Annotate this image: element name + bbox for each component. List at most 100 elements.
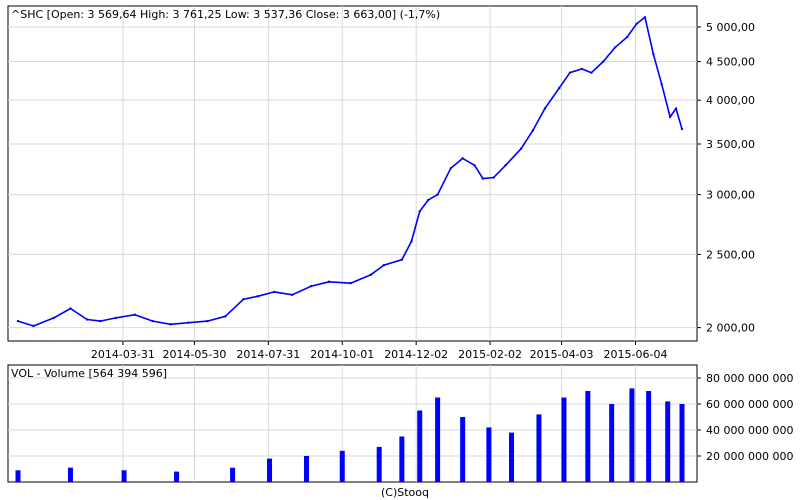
volume-bar (609, 404, 615, 482)
price-point (99, 319, 102, 323)
price-point (349, 281, 352, 285)
volume-bar (67, 467, 73, 482)
price-tick-label: 5 000,00 (706, 21, 755, 34)
price-point (492, 176, 495, 179)
volume-bar (303, 456, 309, 482)
date-tick-label: 2014-05-30 (162, 348, 226, 361)
volume-bar (646, 391, 652, 482)
price-point (418, 210, 421, 213)
price-point (652, 53, 655, 56)
price-point (290, 293, 294, 297)
volume-bar (486, 427, 492, 482)
price-point (382, 263, 386, 267)
price-point (32, 324, 35, 328)
volume-bar (665, 401, 671, 482)
price-point (614, 46, 617, 49)
volume-bar (399, 436, 405, 482)
price-point (436, 193, 439, 196)
date-tick-label: 2015-06-04 (604, 348, 668, 361)
price-point (635, 22, 638, 25)
volume-tick-label: 60 000 000 000 (706, 398, 793, 411)
price-point (206, 319, 209, 323)
volume-bar (417, 410, 423, 482)
volume-tick-label: 20 000 000 000 (706, 450, 793, 463)
price-point (273, 290, 276, 294)
price-point (481, 177, 485, 180)
volume-bar (536, 414, 542, 482)
price-tick-label: 3 000,00 (706, 189, 755, 202)
date-tick-label: 2014-12-02 (384, 348, 448, 361)
volume-bar (267, 458, 273, 482)
price-point (52, 316, 55, 320)
price-point (327, 280, 331, 283)
price-point (519, 147, 523, 150)
price-point (69, 307, 72, 310)
price-point (256, 295, 259, 298)
credit-label: (C)Stooq (381, 486, 429, 499)
price-point (426, 198, 430, 202)
price-tick-label: 2 500,00 (706, 248, 755, 261)
date-tick-label: 2015-02-02 (458, 348, 522, 361)
price-point (680, 127, 684, 131)
price-frame (7, 5, 698, 342)
date-tick-label: 2015-04-03 (530, 348, 594, 361)
price-point (400, 258, 404, 261)
date-tick-label: 2014-10-01 (310, 348, 374, 361)
volume-bar (460, 417, 466, 482)
price-tick-label: 3 500,00 (706, 138, 755, 151)
price-point (558, 86, 561, 90)
price-tick-label: 4 500,00 (706, 56, 755, 69)
price-point (169, 323, 172, 326)
price-point (410, 240, 413, 243)
volume-bar (509, 432, 515, 482)
price-point (224, 315, 227, 318)
price-point (590, 71, 593, 74)
volume-bar (174, 471, 180, 482)
price-header-label: ^SHC [Open: 3 569,64 High: 3 761,25 Low:… (11, 8, 440, 21)
price-point (449, 167, 452, 170)
price-point (369, 273, 373, 276)
volume-panel: 20 000 000 000 40 000 000 000 60 000 000 0… (7, 364, 793, 483)
price-point (133, 313, 137, 316)
volume-frame (7, 364, 698, 483)
volume-tick-label: 40 000 000 000 (706, 424, 793, 437)
price-point (151, 319, 154, 323)
price-point (668, 115, 672, 119)
date-tick-label: 2014-07-31 (236, 348, 300, 361)
price-point (625, 35, 629, 39)
price-point (643, 16, 647, 19)
price-tick-label: 2 000,00 (706, 322, 755, 335)
price-point (461, 157, 464, 160)
volume-bar (561, 397, 567, 482)
volume-bar (230, 467, 236, 482)
volume-bar (121, 470, 127, 482)
price-tick-label: 4 000,00 (706, 94, 755, 107)
price-point (473, 164, 476, 167)
volume-bar (629, 388, 635, 482)
price-point (568, 71, 572, 74)
date-tick-label: 2014-03-31 (91, 348, 155, 361)
price-point (660, 82, 663, 86)
price-point (580, 67, 584, 71)
volume-title: VOL - Volume [564 394 596] (11, 367, 167, 380)
price-panel: 2 000,00 2 500,00 3 000,00 3 500,00 4 000,00… (7, 5, 755, 361)
price-point (602, 60, 605, 63)
volume-bar (376, 446, 382, 482)
price-point (674, 107, 678, 110)
volume-bar (585, 391, 591, 482)
price-point (310, 284, 313, 288)
price-point (504, 164, 507, 167)
volume-tick-label: 80 000 000 000 (706, 372, 793, 385)
price-series-line (17, 16, 683, 327)
volume-bar (339, 450, 345, 482)
price-point (543, 107, 547, 110)
price-point (85, 318, 89, 321)
price-point (531, 129, 535, 132)
volume-bar (15, 470, 21, 482)
price-point (16, 319, 20, 323)
price-point (242, 298, 245, 301)
volume-bar (679, 404, 685, 482)
price-point (187, 321, 190, 324)
price-point (114, 316, 117, 320)
